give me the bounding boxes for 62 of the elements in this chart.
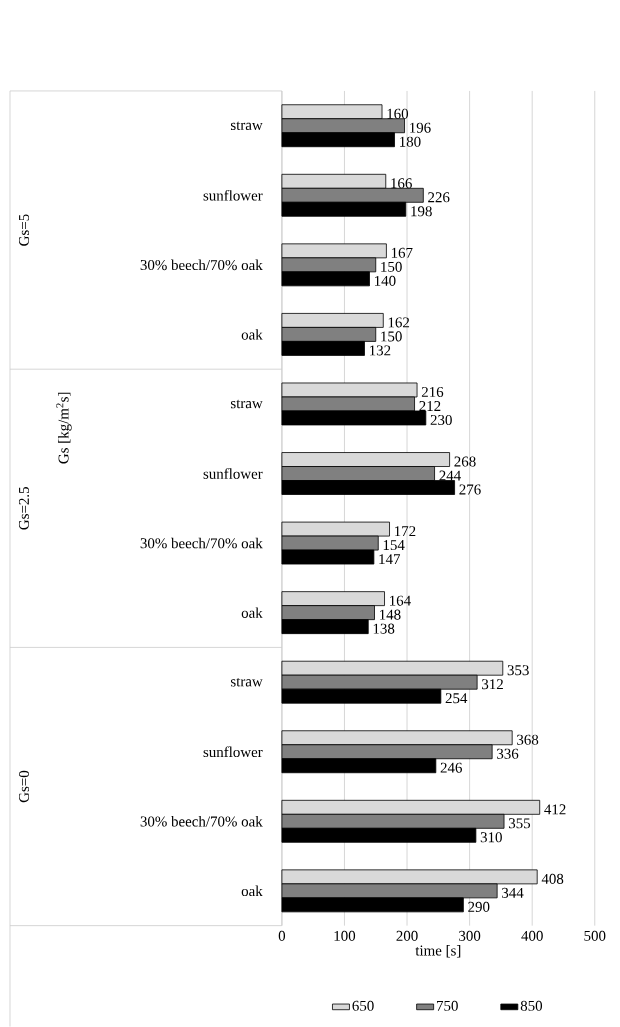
data-label: 180	[400, 136, 421, 147]
data-label: 198	[411, 206, 432, 217]
data-label: 344	[502, 887, 524, 898]
y-tick-label: straw	[231, 399, 263, 409]
data-label: 166	[391, 178, 413, 189]
data-label: 244	[439, 470, 462, 481]
y-tick-label: straw	[231, 677, 263, 687]
data-label: 212	[419, 401, 441, 411]
y-tick-label: sunflower	[203, 189, 263, 201]
data-label: 246	[440, 762, 463, 773]
data-label: 408	[541, 873, 564, 884]
y-tick-label: straw	[231, 121, 263, 131]
legend-label: 750	[437, 1000, 458, 1011]
data-label: 162	[388, 317, 410, 328]
data-label: 196	[410, 122, 431, 133]
x-tick-label: 100	[334, 930, 356, 941]
data-label: 353	[507, 665, 529, 676]
y-tick-label: sunflower	[203, 468, 263, 479]
data-label: 290	[468, 901, 490, 912]
y-tick-label: oak	[241, 885, 263, 897]
y-tick-label: 30% beech/70% oak	[140, 816, 263, 827]
data-label: 254	[445, 693, 468, 704]
data-label: 164	[390, 595, 412, 606]
text: Gs=5	[19, 214, 30, 246]
data-label: 150	[381, 331, 402, 342]
x-tick-label: 0	[278, 930, 286, 941]
data-label: 336	[497, 748, 519, 759]
y-axis-title: Gs [kg/m$^{2}$s]	[56, 392, 72, 464]
x-tick-label: 400	[521, 930, 543, 941]
data-label: 132	[370, 345, 391, 356]
data-label: 310	[480, 832, 503, 843]
data-label: 147	[379, 554, 401, 565]
y-tick-label: sunflower	[203, 746, 263, 758]
data-label: 148	[380, 609, 401, 620]
data-label: 276	[459, 484, 481, 495]
data-label: 230	[430, 414, 452, 425]
data-label: 412	[544, 804, 566, 815]
data-label: 368	[517, 734, 539, 745]
data-label: 140	[375, 275, 396, 286]
data-label: 172	[395, 526, 416, 537]
data-label: 150	[381, 261, 402, 272]
y-tick-label: 30% beech/70% oak	[140, 259, 263, 271]
x-tick-label: 300	[459, 930, 481, 941]
data-label: 167	[392, 247, 413, 258]
x-axis-title: time [s]	[415, 945, 461, 958]
text: Gs=0	[19, 770, 30, 803]
legend-label: 650	[352, 1000, 374, 1011]
text: Gs=2.5	[19, 487, 30, 530]
x-tick-label: 500	[584, 930, 606, 941]
data-label: 355	[509, 818, 531, 829]
data-label: 268	[454, 456, 476, 467]
y-tick-label: 30% beech/70% oak	[140, 537, 263, 549]
data-label: 226	[428, 192, 450, 203]
data-label: 160	[387, 108, 409, 119]
x-tick-label: 200	[396, 930, 418, 941]
y-tick-label: oak	[241, 329, 263, 340]
data-label: 312	[482, 679, 504, 690]
data-label: 138	[373, 623, 395, 634]
legend-label: 850	[520, 1000, 543, 1011]
y-tick-label: oak	[241, 607, 263, 618]
data-label: 216	[422, 386, 444, 397]
data-label: 154	[383, 540, 405, 551]
